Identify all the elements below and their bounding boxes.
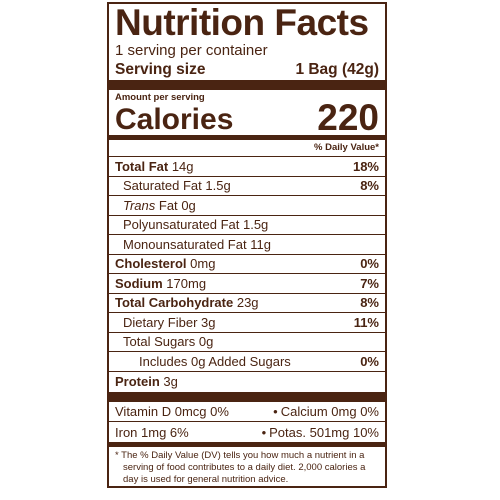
nutrient-name-suffix: Fat: [158, 197, 178, 213]
vitamin-right: Potas. 501mg 10%: [269, 424, 379, 440]
nutrient-name: Total Sugars: [123, 334, 196, 350]
nutrient-amount: 170mg: [166, 275, 207, 291]
nutrient-dv: 18%: [352, 158, 379, 174]
vitamin-left: Iron 1mg 6%: [115, 424, 189, 440]
bullet-separator: •: [273, 404, 278, 419]
medium-divider: [109, 135, 385, 140]
nutrient-amount: 23g: [236, 295, 259, 311]
daily-value-footnote: * The % Daily Value (DV) tells you how m…: [115, 450, 366, 485]
nutrient-name: Sodium: [115, 275, 163, 291]
serving-size-value: 1 Bag (42g): [295, 61, 379, 78]
nutrient-dv: 0%: [360, 256, 379, 272]
nutrient-row-polyunsaturated-fat: Polyunsaturated Fat 1.5g: [109, 216, 385, 235]
nutrient-amount: 0g: [181, 197, 196, 213]
nutrient-row-saturated-fat: Saturated Fat 1.5g 8%: [109, 177, 385, 196]
nutrient-row-monounsaturated-fat: Monounsaturated Fat 11g: [109, 235, 385, 255]
nutrient-name: Saturated Fat: [123, 178, 202, 194]
vitamin-row: Iron 1mg 6% • Potas. 501mg 10%: [109, 422, 385, 442]
vitamin-left: Vitamin D 0mcg 0%: [115, 404, 229, 419]
nutrition-facts-label: Nutrition Facts 1 serving per container …: [107, 2, 387, 488]
nutrient-dv: 8%: [360, 178, 379, 194]
label-title: Nutrition Facts: [115, 2, 369, 43]
nutrient-row-cholesterol: Cholesterol 0mg 0%: [109, 255, 385, 274]
calories-row: Calories 220: [115, 97, 379, 138]
nutrient-row-added-sugars: Includes 0g Added Sugars 0%: [109, 352, 385, 372]
nutrient-name: Protein: [115, 373, 160, 389]
nutrient-amount: 0mg: [190, 256, 216, 272]
nutrient-row-trans-fat: Trans Fat 0g: [109, 196, 385, 216]
nutrient-name: Includes 0g Added Sugars: [139, 353, 291, 369]
nutrient-amount: 14g: [171, 158, 194, 174]
nutrient-amount: 3g: [201, 314, 216, 330]
footer-divider: [109, 442, 385, 447]
nutrient-row-protein: Protein 3g: [109, 372, 385, 392]
calories-label: Calories: [115, 103, 234, 136]
thick-divider: [109, 80, 385, 90]
nutrient-amount: 1.5g: [242, 217, 269, 233]
nutrient-name: Dietary Fiber: [123, 314, 198, 330]
nutrient-row-total-sugars: Total Sugars 0g: [109, 333, 385, 352]
nutrient-name: Total Carbohydrate: [115, 295, 234, 311]
nutrient-dv: 11%: [353, 314, 379, 330]
nutrient-dv: 0%: [360, 353, 379, 369]
nutrient-row-total-carbohydrate: Total Carbohydrate 23g 8%: [109, 294, 385, 313]
servings-per-container: 1 serving per container: [115, 42, 268, 59]
nutrient-name: Monounsaturated Fat: [123, 236, 247, 252]
nutrient-name: Total Fat: [115, 158, 169, 174]
vitamin-right: Calcium 0mg 0%: [280, 404, 379, 419]
serving-size-label: Serving size: [115, 61, 206, 78]
vitamin-row: Vitamin D 0mcg 0% • Calcium 0mg 0%: [109, 402, 385, 422]
nutrient-amount: 0g: [198, 334, 214, 350]
nutrient-name: Trans: [123, 197, 156, 213]
nutrient-amount: 3g: [163, 373, 178, 389]
nutrient-row-dietary-fiber: Dietary Fiber 3g 11%: [109, 313, 385, 333]
nutrient-dv: 7%: [360, 275, 379, 291]
amount-per-serving: Amount per serving: [115, 92, 205, 103]
nutrient-dv: 8%: [360, 295, 379, 311]
nutrient-name: Cholesterol: [115, 256, 187, 272]
serving-size-row: Serving size 1 Bag (42g): [115, 60, 379, 79]
thick-divider: [109, 392, 385, 402]
nutrient-amount: 11g: [250, 236, 271, 252]
nutrient-amount: 1.5g: [205, 178, 231, 194]
bullet-separator: •: [261, 424, 267, 440]
nutrient-row-sodium: Sodium 170mg 7%: [109, 274, 385, 294]
daily-value-header: % Daily Value*: [109, 140, 385, 157]
nutrient-row-total-fat: Total Fat 14g 18%: [109, 157, 385, 177]
nutrient-name: Polyunsaturated Fat: [123, 217, 240, 233]
calories-value: 220: [317, 97, 379, 138]
